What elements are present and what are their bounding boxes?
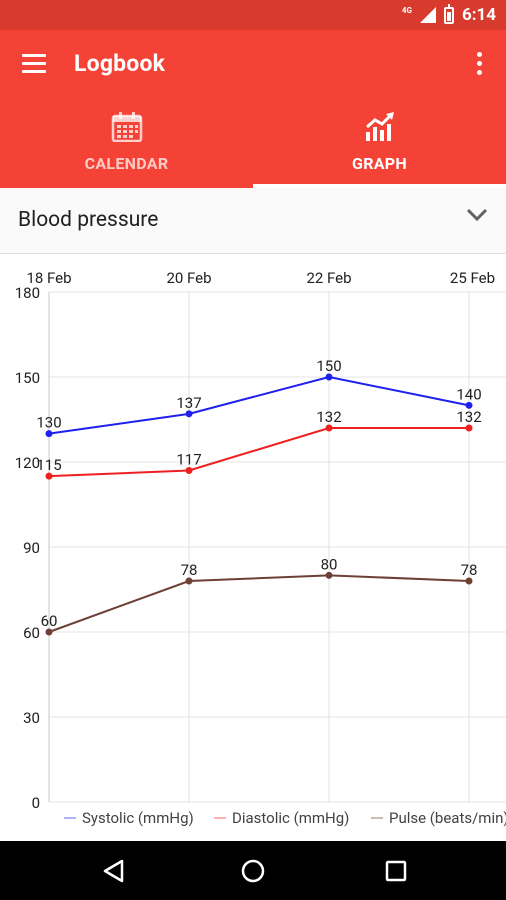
graph-icon	[365, 112, 394, 141]
data-label: 117	[176, 451, 201, 469]
navigation-bar	[0, 841, 506, 900]
status-bar: 4G 6:14	[0, 0, 506, 30]
home-icon[interactable]	[235, 853, 271, 889]
data-point	[465, 401, 473, 409]
data-label: 150	[316, 357, 341, 375]
legend-label: Systolic (mmHg)	[82, 809, 194, 827]
app-title: Logbook	[74, 50, 166, 77]
x-tick-label: 25 Feb	[450, 269, 495, 287]
data-point	[325, 373, 333, 381]
legend-label: Pulse (beats/min)	[389, 809, 506, 827]
hamburger-menu-icon[interactable]	[22, 54, 46, 74]
x-tick-label: 20 Feb	[166, 269, 211, 287]
tab-graph-label: GRAPH	[351, 154, 407, 173]
dropdown-selected-value: Blood pressure	[18, 208, 159, 232]
data-point	[325, 424, 333, 432]
tab-calendar-label: CALENDAR	[84, 154, 169, 173]
y-tick-label: 150	[15, 369, 40, 387]
data-label: 60	[41, 612, 58, 630]
x-tick-label: 22 Feb	[306, 269, 351, 287]
tab-selected-indicator	[253, 184, 506, 188]
y-tick-label: 0	[32, 794, 40, 812]
recent-apps-icon[interactable]	[378, 853, 414, 889]
data-point	[325, 571, 333, 579]
data-label: 137	[176, 394, 201, 412]
data-point	[185, 467, 193, 474]
y-tick-label: 120	[15, 454, 40, 472]
tab-graph[interactable]: GRAPH	[253, 100, 506, 188]
data-label: 130	[36, 414, 61, 432]
data-point	[465, 577, 473, 585]
data-point	[185, 577, 193, 585]
signal-icon	[419, 7, 436, 23]
network-type-label: 4G	[401, 5, 412, 15]
series-line	[48, 375, 470, 435]
series-line	[48, 427, 469, 478]
data-label: 78	[181, 561, 198, 579]
calendar-icon	[111, 112, 142, 142]
app-bar: Logbook	[0, 30, 506, 100]
data-point	[45, 430, 53, 438]
blood-pressure-chart[interactable]: 0 30 60 90 120 150 180 18 Feb 20 Feb 22 Feb 25 Feb…	[0, 255, 506, 841]
more-vert-icon[interactable]	[472, 52, 488, 78]
data-label: 132	[456, 408, 481, 426]
x-tick-label: 18 Feb	[26, 269, 71, 287]
data-point	[185, 410, 193, 418]
series-line	[48, 574, 470, 633]
y-tick-label: 180	[15, 284, 40, 302]
legend-label: Diastolic (mmHg)	[232, 809, 349, 827]
tab-bar: CALENDAR GRAPH	[0, 100, 506, 188]
data-label: 115	[36, 456, 61, 474]
measurement-type-dropdown[interactable]: Blood pressure	[0, 188, 506, 254]
status-time: 6:14	[461, 5, 496, 25]
y-tick-label: 60	[23, 624, 40, 642]
battery-icon	[443, 3, 454, 24]
data-label: 80	[321, 555, 338, 573]
data-label: 140	[456, 385, 481, 403]
y-tick-label: 90	[23, 539, 40, 557]
data-point	[465, 424, 473, 432]
data-point	[45, 472, 53, 480]
chevron-down-icon	[466, 208, 488, 222]
tab-calendar[interactable]: CALENDAR	[0, 100, 253, 188]
data-point	[45, 628, 53, 636]
y-tick-label: 30	[23, 709, 40, 727]
data-label: 78	[461, 561, 478, 579]
back-icon[interactable]	[96, 853, 132, 889]
data-label: 132	[316, 408, 341, 426]
